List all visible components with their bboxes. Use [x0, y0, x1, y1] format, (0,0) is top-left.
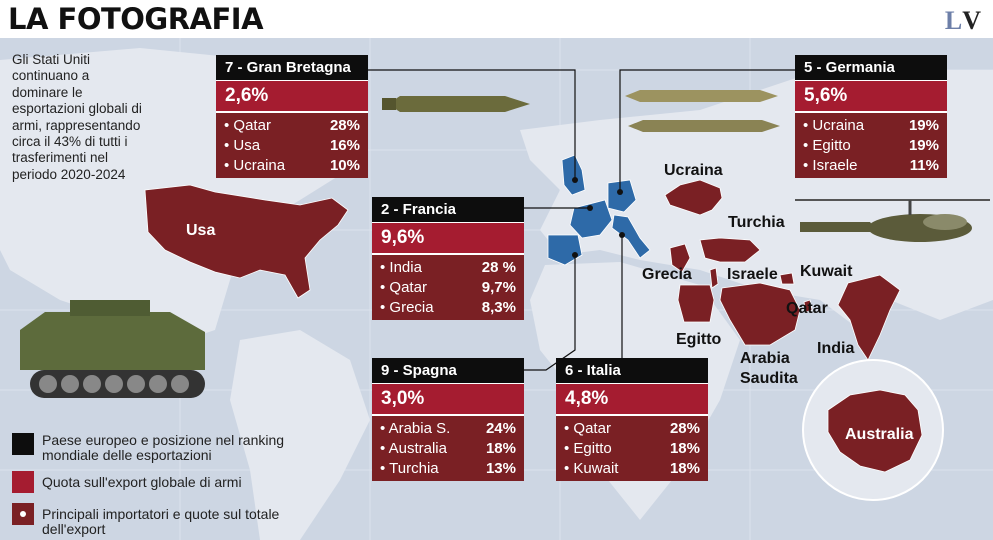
egitto-shape: [677, 284, 715, 323]
card-head: 6 - Italia: [556, 358, 708, 383]
intro-text: Gli Stati Uniti continuano a dominare le…: [12, 52, 142, 182]
grecia-shape: [669, 243, 691, 273]
label-egitto: Egitto: [676, 331, 722, 348]
card-share: 3,0%: [372, 383, 524, 414]
card-head: 2 - Francia: [372, 197, 524, 222]
card-head: 7 - Gran Bretagna: [216, 55, 368, 80]
india-shape: [837, 274, 901, 361]
legend-black-text: Paese europeo e posizione nel ranking mo…: [42, 432, 285, 463]
label-india: India: [817, 340, 855, 357]
card-head: 9 - Spagna: [372, 358, 524, 383]
legend-swatch-red: [12, 471, 34, 493]
francia-shape: [569, 199, 613, 239]
list-item: Arabia S.24%: [380, 419, 516, 439]
bullet-icon: [20, 511, 26, 517]
legend-dot-text: Principali importatori e quote sul total…: [42, 506, 280, 537]
legend-swatch-dot: [12, 503, 34, 525]
kuwait-shape: [779, 272, 795, 285]
card-share: 5,6%: [795, 80, 947, 111]
legend-swatch-black: [12, 433, 34, 455]
card-share: 9,6%: [372, 222, 524, 253]
germania-connector: [619, 69, 795, 190]
label-kuwait: Kuwait: [800, 263, 853, 280]
turchia-shape: [699, 237, 761, 263]
label-usa: Usa: [186, 222, 216, 239]
ucraina-shape: [664, 179, 723, 216]
label-israele: Israele: [727, 266, 778, 283]
label-arabia-1: Arabia: [740, 350, 790, 367]
logo-v: V: [962, 6, 981, 35]
card-spagna: 9 - Spagna 3,0% Arabia S.24% Australia18…: [372, 358, 524, 481]
uk-connector: [368, 69, 576, 178]
israele-shape: [709, 267, 719, 289]
south-america-land: [230, 330, 370, 540]
germania-shape: [607, 179, 637, 213]
tank-icon: [20, 300, 205, 398]
card-share: 4,8%: [556, 383, 708, 414]
label-qatar: Qatar: [786, 300, 828, 317]
label-ucraina: Ucraina: [664, 162, 723, 179]
label-arabia-2: Saudita: [740, 370, 798, 387]
card-head: 5 - Germania: [795, 55, 947, 80]
label-grecia: Grecia: [642, 266, 692, 283]
australia-shape: [827, 389, 923, 473]
page-title: LA FOTOGRAFIA: [8, 2, 264, 36]
label-australia: Australia: [845, 426, 914, 443]
usa-shape: [144, 184, 349, 299]
card-share: 2,6%: [216, 80, 368, 111]
logo: LV: [945, 6, 981, 36]
helicopter-icon: [795, 199, 990, 242]
italia-shape: [611, 214, 651, 259]
logo-l: L: [944, 6, 963, 35]
label-turchia: Turchia: [728, 214, 785, 231]
qatar-shape: [803, 299, 813, 313]
arabia-shape: [719, 282, 801, 346]
bomb-icon: [382, 96, 530, 112]
missiles-icon: [625, 90, 780, 132]
legend: Paese europeo e posizione nel ranking mo…: [12, 432, 372, 537]
legend-red-text: Quota sull'export globale di armi: [42, 474, 242, 490]
